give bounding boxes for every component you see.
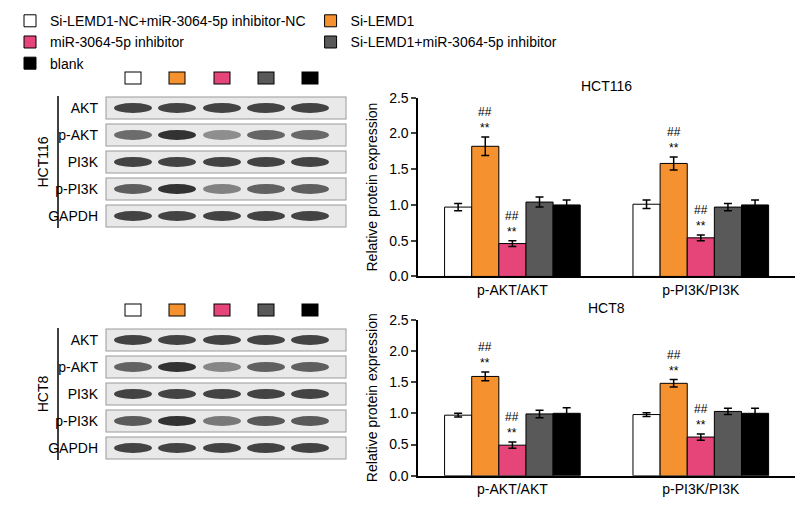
svg-text:2.0: 2.0 [389, 343, 409, 359]
svg-text:blank: blank [50, 56, 84, 72]
svg-text:##**: ##** [478, 340, 492, 370]
svg-text:PI3K: PI3K [68, 386, 99, 402]
svg-text:GAPDH: GAPDH [48, 440, 98, 456]
svg-text:0.5: 0.5 [389, 233, 409, 249]
svg-text:1.0: 1.0 [389, 197, 409, 213]
svg-text:Si-LEMD1+miR-3064-5p inhibitor: Si-LEMD1+miR-3064-5p inhibitor [351, 34, 557, 50]
svg-text:p-PI3K/PI3K: p-PI3K/PI3K [662, 481, 740, 497]
svg-text:1.5: 1.5 [389, 374, 409, 390]
svg-text:##**: ##** [505, 209, 519, 239]
svg-text:HCT116: HCT116 [581, 78, 632, 94]
svg-text:Relative protein expression: Relative protein expression [364, 103, 380, 272]
svg-text:PI3K: PI3K [68, 154, 99, 170]
svg-text:HCT8: HCT8 [35, 376, 51, 413]
svg-text:p-PI3K: p-PI3K [55, 413, 98, 429]
svg-text:2.5: 2.5 [389, 312, 409, 328]
svg-text:AKT: AKT [71, 332, 99, 348]
svg-text:p-AKT: p-AKT [58, 359, 98, 375]
svg-text:##**: ##** [694, 402, 708, 432]
svg-text:##**: ##** [667, 125, 681, 155]
svg-text:Si-LEMD1: Si-LEMD1 [351, 13, 415, 29]
svg-text:HCT8: HCT8 [588, 300, 625, 316]
svg-text:HCT116: HCT116 [35, 136, 51, 187]
svg-text:2.5: 2.5 [389, 90, 409, 106]
svg-text:p-AKT: p-AKT [58, 127, 98, 143]
svg-text:Si-LEMD1-NC+miR-3064-5p inhibi: Si-LEMD1-NC+miR-3064-5p inhibitor-NC [50, 13, 306, 29]
svg-text:##**: ##** [667, 348, 681, 378]
svg-text:p-AKT/AKT: p-AKT/AKT [477, 282, 548, 298]
svg-text:0.0: 0.0 [389, 268, 409, 284]
svg-text:##**: ##** [505, 410, 519, 440]
svg-text:0.5: 0.5 [389, 436, 409, 452]
svg-text:p-PI3K/PI3K: p-PI3K/PI3K [662, 282, 740, 298]
svg-text:p-PI3K: p-PI3K [55, 181, 98, 197]
svg-text:p-AKT/AKT: p-AKT/AKT [477, 481, 548, 497]
svg-text:##**: ##** [478, 105, 492, 135]
svg-text:2.0: 2.0 [389, 125, 409, 141]
svg-text:1.5: 1.5 [389, 161, 409, 177]
svg-text:Relative protein expression: Relative protein expression [364, 313, 380, 482]
svg-text:AKT: AKT [71, 100, 99, 116]
svg-text:GAPDH: GAPDH [48, 208, 98, 224]
svg-text:0.0: 0.0 [389, 468, 409, 484]
svg-text:##**: ##** [694, 203, 708, 233]
svg-text:1.0: 1.0 [389, 405, 409, 421]
svg-text:miR-3064-5p inhibitor: miR-3064-5p inhibitor [50, 34, 184, 50]
